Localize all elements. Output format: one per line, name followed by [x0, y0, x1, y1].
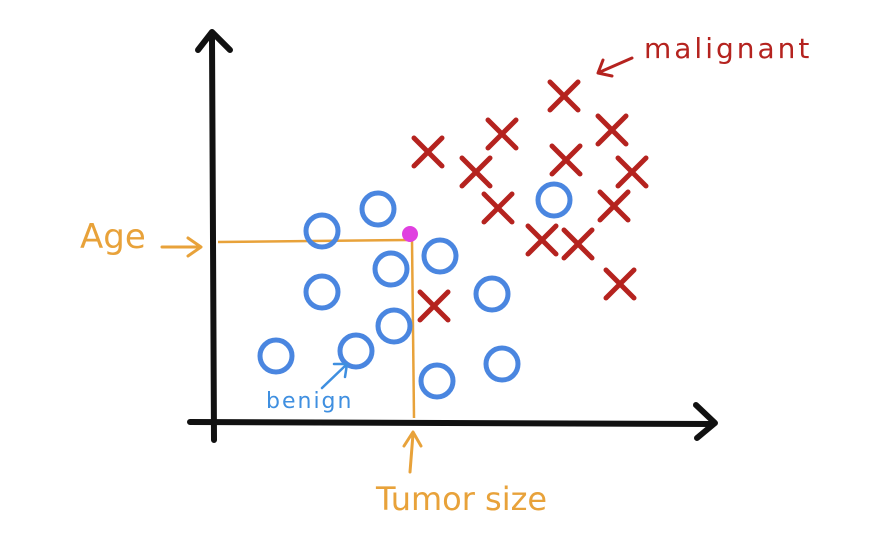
benign-label: benign — [266, 389, 353, 414]
benign-point — [372, 250, 410, 288]
axes — [187, 29, 718, 443]
benign-point — [359, 190, 397, 228]
vertical-guide-line — [410, 239, 416, 419]
query-guides — [217, 238, 416, 419]
horizontal-guide-line — [217, 238, 411, 244]
query-point — [402, 226, 418, 242]
malignant-point — [615, 155, 649, 189]
tumor-size-arrow-icon — [402, 430, 423, 474]
x-axis-arrowhead — [693, 402, 718, 441]
malignant-point — [603, 267, 637, 301]
malignant-point — [525, 223, 559, 257]
malignant-point — [485, 117, 519, 151]
malignant-point — [417, 289, 451, 323]
benign-point — [375, 307, 413, 345]
malignant-arrow-icon — [596, 56, 634, 78]
benign-point — [303, 212, 341, 250]
malignant-point — [561, 227, 595, 261]
age-arrow-icon — [160, 236, 203, 258]
malignant-point — [411, 135, 445, 169]
benign-point — [473, 275, 511, 313]
malignant-point — [597, 189, 631, 223]
benign-point — [418, 362, 456, 400]
y-axis-label: Age — [80, 217, 146, 257]
malignant-point — [549, 143, 583, 177]
benign-point — [483, 345, 521, 383]
malignant-point — [547, 79, 581, 113]
malignant-point — [459, 155, 493, 189]
x-axis-label: Tumor size — [375, 480, 547, 518]
benign-point — [337, 332, 375, 370]
malignant-point — [481, 191, 515, 225]
pointer-arrows — [160, 56, 634, 474]
x-axis-line — [187, 419, 715, 427]
benign-points — [257, 181, 573, 400]
benign-point — [303, 273, 341, 311]
malignant-label: malignant — [644, 32, 812, 65]
malignant-points — [411, 79, 649, 323]
malignant-point — [595, 113, 629, 147]
benign-point — [535, 181, 573, 219]
benign-point — [421, 237, 459, 275]
benign-point — [257, 337, 295, 375]
y-axis-arrowhead — [195, 29, 233, 53]
benign-arrow-icon — [320, 362, 349, 390]
y-axis-line — [209, 35, 217, 443]
